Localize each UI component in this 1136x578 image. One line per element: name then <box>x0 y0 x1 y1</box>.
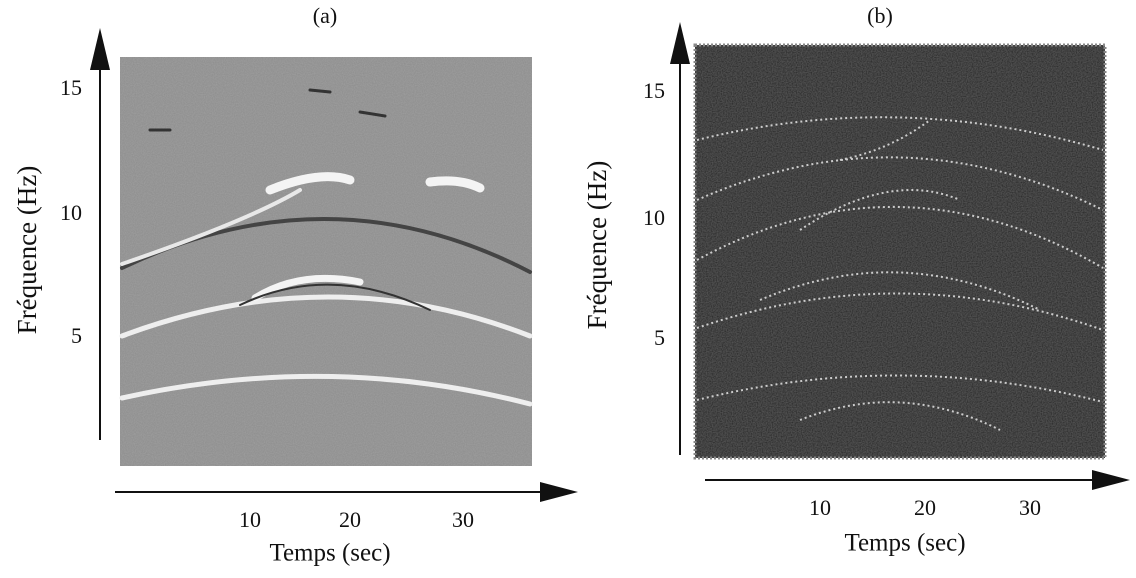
y-tick-label: 10 <box>60 200 82 225</box>
spectrogram-ridges <box>119 88 533 407</box>
x-tick-label: 30 <box>1019 495 1041 520</box>
y-axis-arrow <box>670 22 690 64</box>
y-tick-label: 5 <box>654 325 665 350</box>
panel-label: (a) <box>313 3 337 28</box>
x-tick-label: 10 <box>809 495 831 520</box>
x-tick-label: 10 <box>239 507 261 532</box>
x-axis-arrow <box>1092 470 1130 490</box>
y-tick-label: 15 <box>60 75 82 100</box>
x-axis-label: Temps (sec) <box>844 530 965 557</box>
y-axis-label: Fréquence (Hz) <box>12 166 42 335</box>
y-axis-label: Fréquence (Hz) <box>582 161 612 330</box>
spectrogram <box>120 57 532 466</box>
spectrogram-border <box>693 43 1107 460</box>
y-axis-arrow <box>90 28 110 70</box>
panel-label: (b) <box>867 3 893 28</box>
x-tick-label: 30 <box>452 507 474 532</box>
panel-a: (a) 5 10 15 10 20 30 Temps (sec) Fréquen… <box>12 3 578 567</box>
x-axis-arrow <box>540 482 578 502</box>
x-tick-label: 20 <box>339 507 361 532</box>
spectrogram <box>695 45 1105 458</box>
panel-b: (b) 5 10 15 10 20 30 Temps (sec) Fréquen… <box>582 3 1130 557</box>
y-tick-label: 15 <box>643 78 665 103</box>
x-axis-label: Temps (sec) <box>269 540 390 567</box>
spectrogram-ridges <box>696 116 1104 431</box>
y-tick-label: 10 <box>643 205 665 230</box>
x-tick-label: 20 <box>914 495 936 520</box>
y-tick-label: 5 <box>71 323 82 348</box>
